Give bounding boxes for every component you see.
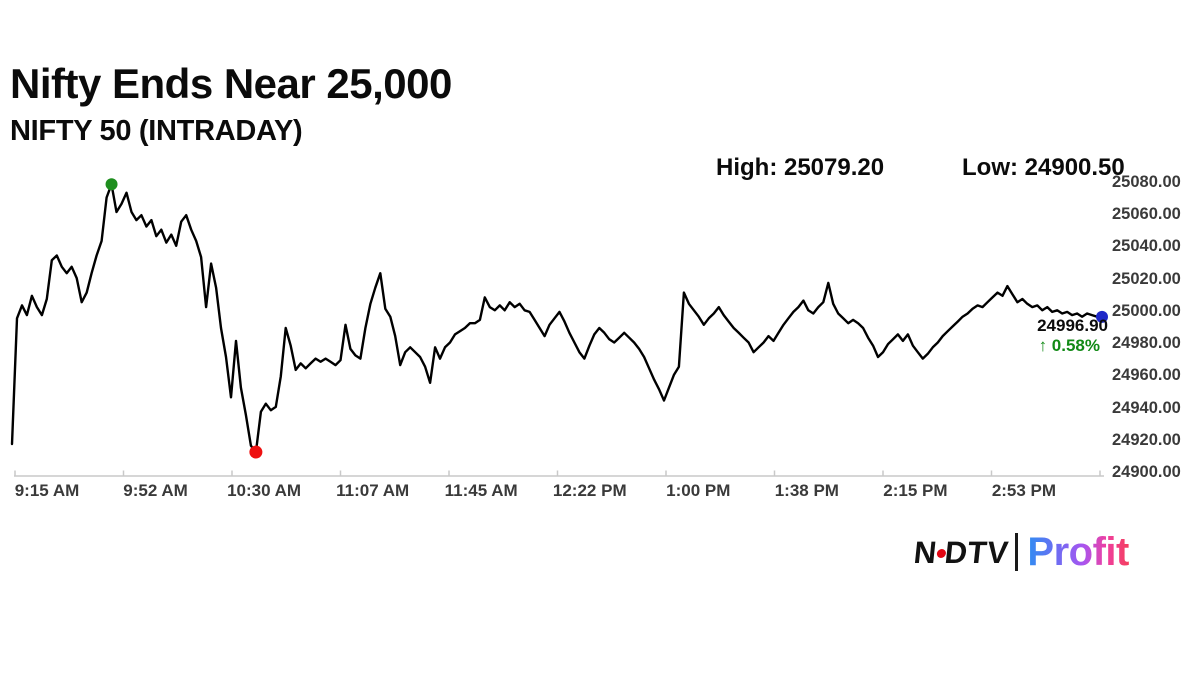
logo-separator (1015, 533, 1019, 571)
page-title: Nifty Ends Near 25,000 (10, 60, 452, 107)
profit-wordmark: Profit (1027, 530, 1129, 574)
change-percent-label: ↑ 0.58% (1038, 336, 1100, 355)
x-axis-tick-label: 12:22 PM (552, 481, 627, 500)
x-axis-tick-label: 1:00 PM (666, 481, 731, 500)
y-axis-tick-label: 25080.00 (1112, 173, 1181, 191)
last-price-marker (1096, 310, 1108, 323)
y-axis-tick-label: 24980.00 (1112, 334, 1181, 353)
x-axis-tick-label: 10:30 AM (227, 481, 302, 500)
high-marker (105, 178, 118, 191)
x-axis-tick-label: 11:07 AM (336, 481, 410, 500)
x-axis-tick-label: 2:15 PM (883, 481, 948, 500)
x-axis-tick-label: 9:52 AM (123, 481, 188, 500)
x-axis-tick-label: 2:53 PM (991, 481, 1057, 500)
ndtv-profit-logo: N DTV Profit (912, 530, 1129, 574)
y-axis-tick-label: 25060.00 (1112, 205, 1181, 224)
low-value-label: Low: 24900.50 (962, 154, 1125, 181)
y-axis-tick-label: 25000.00 (1112, 301, 1181, 320)
x-axis-tick-label: 11:45 AM (444, 481, 518, 500)
low-marker (249, 445, 263, 459)
x-axis-tick-label: 9:15 AM (14, 481, 80, 500)
chart-subtitle: NIFTY 50 (INTRADAY) (10, 115, 303, 147)
y-axis-tick-label: 24920.00 (1112, 430, 1181, 449)
high-value-label: High: 25079.20 (716, 154, 885, 181)
y-axis-tick-label: 24940.00 (1112, 398, 1181, 417)
y-axis-tick-label: 24960.00 (1112, 366, 1181, 385)
y-axis-tick-label: 24900.00 (1112, 463, 1181, 481)
y-axis-tick-label: 25040.00 (1112, 237, 1181, 256)
ndtv-letter-n: N (912, 534, 939, 570)
x-axis-tick-label: 1:38 PM (774, 481, 839, 500)
y-axis-tick-label: 25020.00 (1112, 269, 1181, 288)
last-price-label: 24996.90 (1037, 316, 1108, 335)
ndtv-wordmark: N DTV (912, 534, 1011, 570)
price-line (10, 183, 1104, 454)
ndtv-letters-dtv: DTV (943, 534, 1011, 570)
